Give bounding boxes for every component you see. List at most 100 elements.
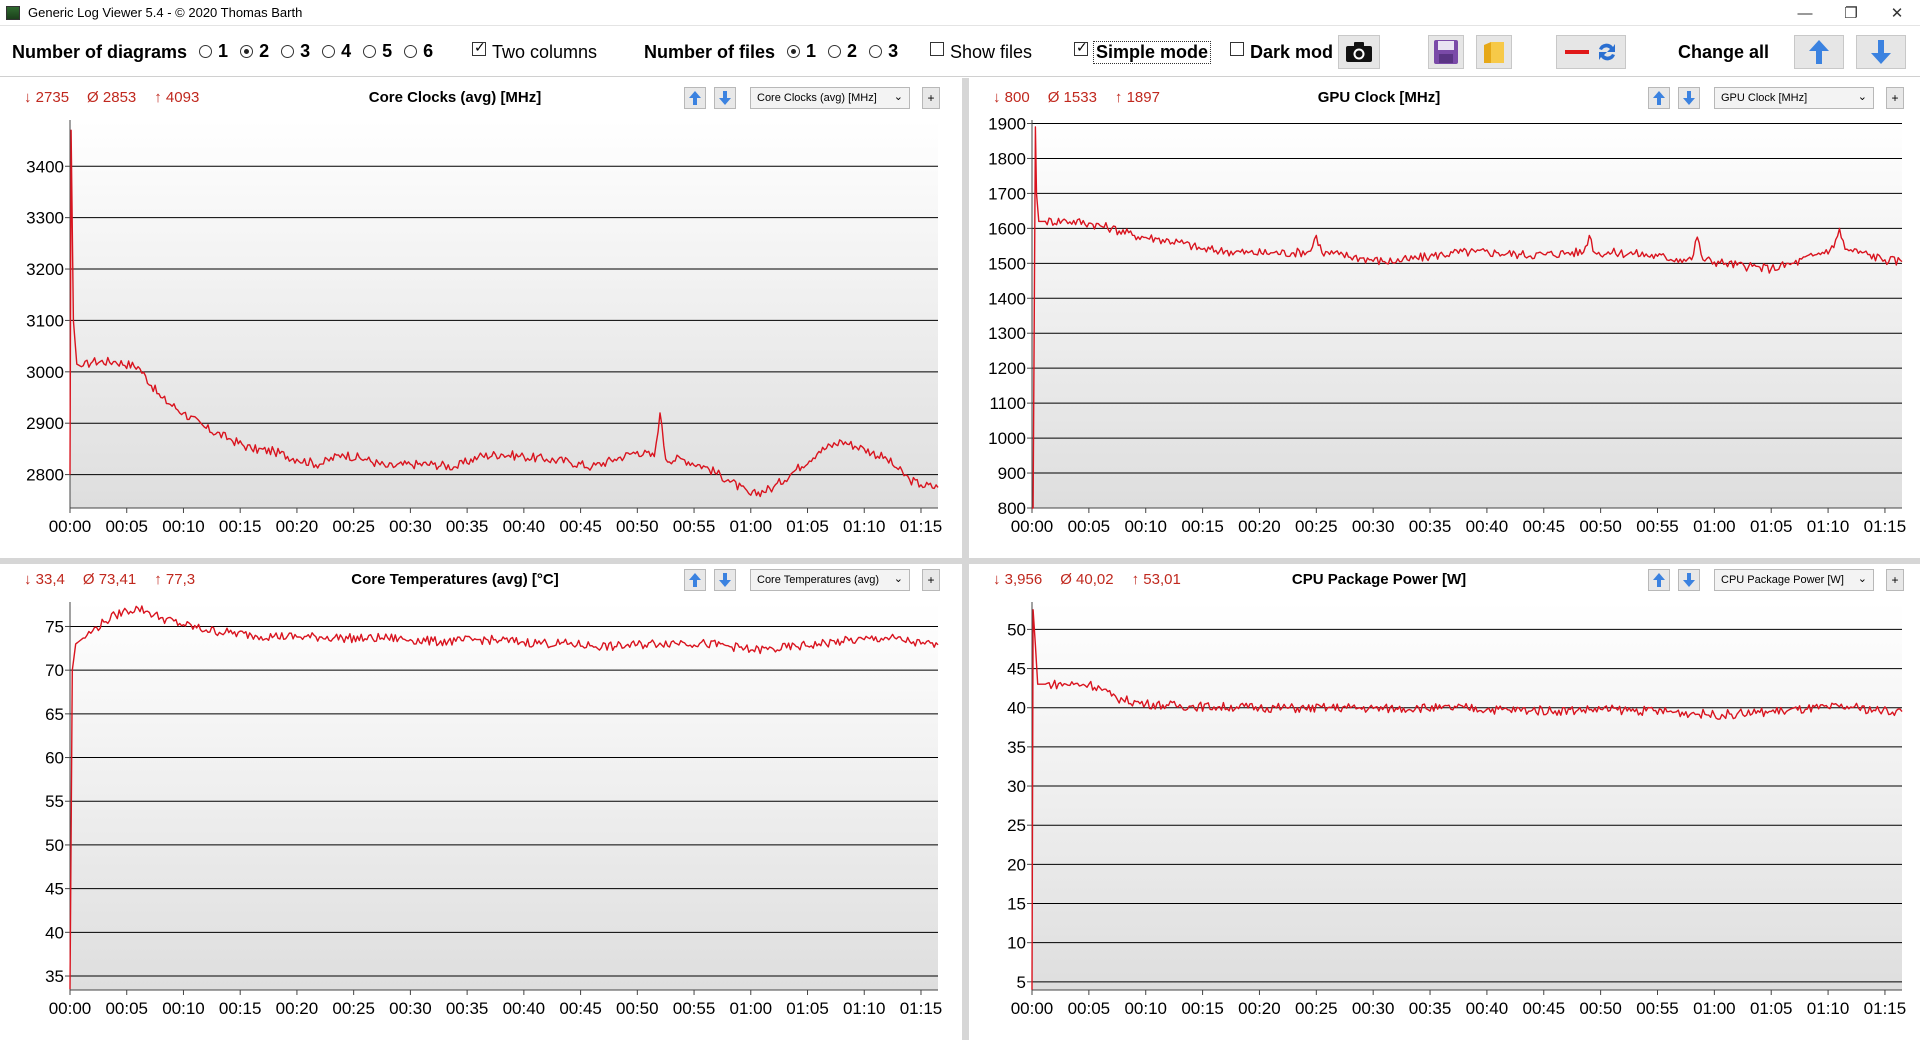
y-tick-label: 2800 xyxy=(26,466,64,485)
y-tick-label: 1700 xyxy=(988,184,1026,203)
file-radio-dot[interactable] xyxy=(869,45,883,58)
x-tick-label: 00:15 xyxy=(1181,999,1224,1018)
file-radio-dot[interactable] xyxy=(828,45,842,58)
close-button[interactable]: ✕ xyxy=(1890,5,1904,22)
x-tick-label: 00:50 xyxy=(616,999,659,1018)
move-up-all-button[interactable] xyxy=(1794,35,1844,69)
y-tick-label: 75 xyxy=(45,617,64,636)
files-label: Number of files xyxy=(644,41,776,62)
diagram-radio-5[interactable]: 5 xyxy=(363,41,392,62)
y-tick-label: 25 xyxy=(1007,816,1026,835)
two-columns-toggle[interactable]: Two columns xyxy=(472,27,597,77)
x-tick-label: 00:20 xyxy=(276,999,319,1018)
x-tick-label: 00:45 xyxy=(1522,517,1565,536)
sensor-select[interactable]: Core Temperatures (avg) ⌄ xyxy=(750,569,910,591)
simple-mode-label: Simple mode xyxy=(1092,40,1212,64)
move-chart-down-button[interactable] xyxy=(714,569,736,591)
diagram-radio-dot[interactable] xyxy=(240,45,254,58)
diagram-radio-label: 1 xyxy=(218,41,229,61)
x-tick-label: 01:00 xyxy=(1693,517,1736,536)
line-style-button[interactable] xyxy=(1556,35,1626,69)
x-tick-label: 01:15 xyxy=(1864,517,1907,536)
sensor-select[interactable]: CPU Package Power [W] ⌄ xyxy=(1714,569,1874,591)
sensor-select-value: GPU Clock [MHz] xyxy=(1721,92,1808,104)
minimize-button[interactable]: — xyxy=(1797,4,1813,22)
sensor-select[interactable]: GPU Clock [MHz] ⌄ xyxy=(1714,87,1874,109)
add-series-button[interactable]: + xyxy=(1886,569,1904,591)
x-tick-label: 00:20 xyxy=(276,517,319,536)
diagram-radio-4[interactable]: 4 xyxy=(322,41,351,62)
diagram-radio-dot[interactable] xyxy=(363,45,377,58)
x-tick-label: 00:35 xyxy=(1409,517,1452,536)
x-tick-label: 00:00 xyxy=(49,517,92,536)
add-series-button[interactable]: + xyxy=(1886,87,1904,109)
diagram-radio-dot[interactable] xyxy=(322,45,336,58)
add-series-button[interactable]: + xyxy=(922,569,940,591)
diagram-radio-group: 1 2 3 4 5 6 xyxy=(199,41,445,63)
chevron-down-icon: ⌄ xyxy=(1857,573,1867,585)
y-tick-label: 45 xyxy=(45,880,64,899)
arrow-up-icon xyxy=(1653,91,1665,105)
dark-mode-checkbox[interactable] xyxy=(1230,42,1244,56)
file-radio-3[interactable]: 3 xyxy=(869,41,898,62)
add-series-button[interactable]: + xyxy=(922,87,940,109)
x-tick-label: 00:10 xyxy=(1124,999,1167,1018)
sensor-select[interactable]: Core Clocks (avg) [MHz] ⌄ xyxy=(750,87,910,109)
two-columns-checkbox[interactable] xyxy=(472,39,486,56)
y-tick-label: 50 xyxy=(45,836,64,855)
show-files-toggle[interactable]: Show files xyxy=(930,27,1032,77)
file-radio-1[interactable]: 1 xyxy=(787,41,816,62)
move-chart-up-button[interactable] xyxy=(1648,87,1670,109)
row-divider[interactable] xyxy=(0,558,1920,564)
move-down-all-button[interactable] xyxy=(1856,35,1906,69)
stat-avg: Ø 2853 xyxy=(87,89,137,106)
diagram-radio-1[interactable]: 1 xyxy=(199,41,228,62)
file-count-group: Number of files 1 2 3 xyxy=(644,27,910,77)
move-chart-up-button[interactable] xyxy=(1648,569,1670,591)
diagram-radio-dot[interactable] xyxy=(404,45,418,58)
diagram-radio-label: 6 xyxy=(423,41,434,61)
chart-panel-cpu-power: ↓ 3,956 Ø 40,02 ↑ 53,01 CPU Package Power [… xyxy=(969,564,1920,1040)
x-tick-label: 00:25 xyxy=(1295,999,1338,1018)
move-chart-down-button[interactable] xyxy=(1678,87,1700,109)
move-chart-up-button[interactable] xyxy=(684,569,706,591)
plot-area xyxy=(70,120,938,508)
diagram-radio-dot[interactable] xyxy=(281,45,295,58)
x-tick-label: 00:25 xyxy=(332,517,375,536)
diagram-radio-dot[interactable] xyxy=(199,45,213,58)
diagram-radio-3[interactable]: 3 xyxy=(281,41,310,62)
move-chart-up-button[interactable] xyxy=(684,87,706,109)
y-tick-label: 55 xyxy=(45,792,64,811)
file-radio-2[interactable]: 2 xyxy=(828,41,857,62)
screenshot-button[interactable] xyxy=(1338,35,1380,69)
file-radio-dot[interactable] xyxy=(787,45,801,58)
x-tick-label: 00:15 xyxy=(219,517,262,536)
save-button[interactable] xyxy=(1428,35,1464,69)
y-tick-label: 3400 xyxy=(26,157,64,176)
simple-mode-toggle[interactable]: Simple mode xyxy=(1074,27,1212,77)
x-tick-label: 00:20 xyxy=(1238,517,1281,536)
dark-mode-toggle[interactable]: Dark mod xyxy=(1230,27,1333,77)
camera-icon xyxy=(1346,42,1372,62)
x-tick-label: 00:05 xyxy=(1068,999,1111,1018)
stat-min: ↓ 800 xyxy=(993,89,1030,106)
move-chart-down-button[interactable] xyxy=(714,87,736,109)
diagram-radio-2[interactable]: 2 xyxy=(240,41,269,62)
diagram-radio-label: 4 xyxy=(341,41,352,61)
maximize-button[interactable]: ❐ xyxy=(1844,5,1858,22)
y-tick-label: 3000 xyxy=(26,363,64,382)
plot-area xyxy=(70,602,938,990)
panel-header: ↓ 800 Ø 1533 ↑ 1897 GPU Clock [MHz] GPU Cloc… xyxy=(969,82,1920,112)
move-chart-down-button[interactable] xyxy=(1678,569,1700,591)
y-tick-label: 900 xyxy=(998,464,1026,483)
x-tick-label: 01:10 xyxy=(1807,517,1850,536)
show-files-checkbox[interactable] xyxy=(930,42,944,56)
simple-mode-checkbox[interactable] xyxy=(1074,39,1088,56)
chevron-down-icon: ⌄ xyxy=(1857,91,1867,103)
chart-title: Core Clocks (avg) [MHz] xyxy=(368,89,542,106)
x-tick-label: 01:00 xyxy=(730,517,773,536)
open-folder-button[interactable] xyxy=(1476,35,1512,69)
diagram-radio-6[interactable]: 6 xyxy=(404,41,433,62)
stat-max: ↑ 77,3 xyxy=(154,571,196,588)
x-tick-label: 00:35 xyxy=(446,999,489,1018)
